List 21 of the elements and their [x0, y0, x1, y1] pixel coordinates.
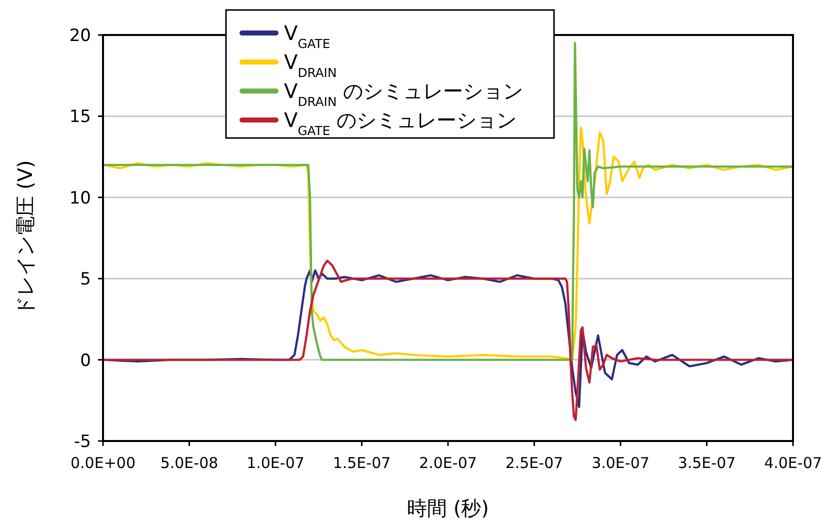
- x-tick-label: 2.5E-07: [505, 454, 564, 472]
- x-tick-label: 4.0E-07: [764, 454, 822, 472]
- y-tick-label: 0: [80, 350, 91, 371]
- x-tick-label: 5.0E-08: [160, 454, 218, 472]
- y-tick-label: -5: [74, 432, 91, 452]
- y-tick-label: 10: [69, 188, 91, 208]
- legend-label: V$_{DRAIN}$ のシミュレーション: [284, 79, 524, 108]
- legend-label: V$_{GATE}$: [284, 21, 330, 50]
- y-tick-label: 15: [69, 107, 91, 128]
- y-tick-label: 5: [80, 270, 91, 290]
- x-tick-label: 2.0E-07: [419, 454, 477, 472]
- legend-label: V$_{DRAIN}$: [284, 50, 337, 80]
- x-tick-label: 1.5E-07: [332, 454, 391, 472]
- x-tick-label: 3.0E-07: [592, 454, 650, 472]
- x-axis-title: 時間 (秒): [407, 496, 489, 520]
- legend-label: V$_{GATE}$ のシミュレーション: [284, 108, 517, 138]
- y-axis-title: ドレイン電圧 (V): [13, 160, 37, 316]
- x-tick-label: 0.0E+00: [70, 454, 136, 472]
- x-tick-label: 3.5E-07: [678, 454, 736, 472]
- y-tick-label: 20: [69, 26, 91, 46]
- x-tick-label: 1.0E-07: [246, 454, 304, 472]
